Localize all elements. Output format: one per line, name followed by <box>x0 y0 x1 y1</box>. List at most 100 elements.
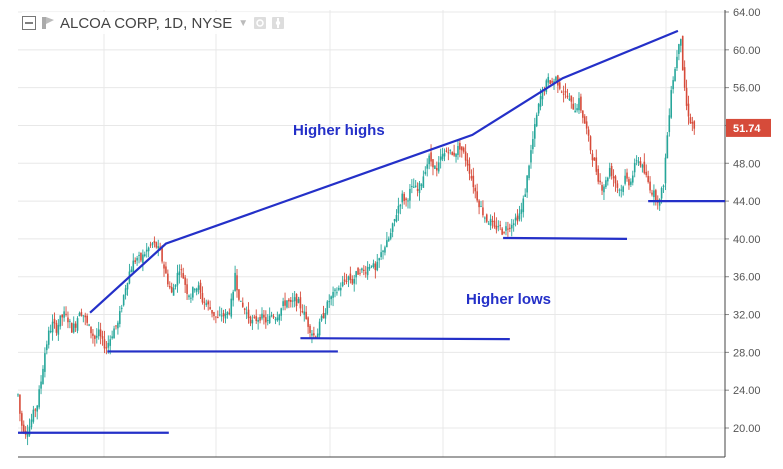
candle-body <box>651 192 653 195</box>
candle-body <box>163 264 165 269</box>
candle-body <box>70 323 73 333</box>
candle-body <box>347 276 350 281</box>
candle-body <box>42 368 44 384</box>
candle-body <box>78 312 81 317</box>
candle-body <box>97 329 100 337</box>
candle-body <box>241 302 244 307</box>
candle-body <box>26 432 29 437</box>
candle-body <box>570 95 573 102</box>
chevron-down-icon[interactable]: ▼ <box>238 17 249 29</box>
candle-body <box>445 150 448 152</box>
candle-body <box>568 98 571 101</box>
candle-body <box>689 117 692 124</box>
candle-body <box>76 318 79 331</box>
candle-body <box>240 300 242 302</box>
candle-body <box>670 90 673 118</box>
candle-body <box>107 342 110 348</box>
gear-icon[interactable] <box>254 17 267 29</box>
candle-body <box>655 190 657 201</box>
candle-body <box>57 324 60 335</box>
candle-body <box>630 181 632 185</box>
candle-body <box>324 313 327 319</box>
candle-body <box>599 180 601 183</box>
candle-body <box>207 301 209 305</box>
candle-body <box>439 156 442 161</box>
candle-body <box>420 184 423 186</box>
candle-body <box>393 219 396 222</box>
candle-body <box>616 183 619 188</box>
candle-body <box>21 413 23 426</box>
candle-body <box>22 424 25 432</box>
candle-body <box>580 96 582 111</box>
candle-body <box>314 336 317 338</box>
higher-highs-label: Higher highs <box>293 122 385 139</box>
candle-body <box>195 288 198 292</box>
candle-body <box>328 301 331 303</box>
candle-body <box>145 249 148 252</box>
candle-body <box>566 95 569 98</box>
candle-body <box>253 316 256 318</box>
candle-body <box>345 280 348 282</box>
symbol-flag-icon <box>42 17 54 29</box>
candle-body <box>297 299 300 303</box>
candle-body <box>441 154 444 160</box>
candle-body <box>447 152 450 154</box>
symbol-title[interactable]: ALCOA CORP, 1D, NYSE <box>60 14 233 32</box>
candle-body <box>332 291 334 298</box>
candle-body <box>672 80 674 90</box>
candle-body <box>376 261 379 271</box>
candle-body <box>409 188 411 201</box>
candle-body <box>399 204 402 207</box>
candle-body <box>374 263 377 271</box>
candle-body <box>157 246 160 249</box>
candle-body <box>193 289 196 291</box>
candle-body <box>222 313 225 317</box>
candle-body <box>84 315 87 318</box>
candle-body <box>366 266 369 276</box>
candle-body <box>176 272 179 286</box>
candle-body <box>405 198 407 201</box>
candle-body <box>518 213 521 220</box>
candle-body <box>626 172 628 179</box>
candle-body <box>228 312 231 314</box>
candle-body <box>664 157 667 184</box>
candle-body <box>203 301 206 303</box>
candle-body <box>680 39 682 46</box>
candle-body <box>46 344 48 351</box>
candle-body <box>132 260 135 273</box>
candle-body <box>268 315 271 324</box>
y-tick-label: 36.00 <box>733 272 761 284</box>
candle-body <box>482 207 484 216</box>
candle-body <box>607 177 609 182</box>
candle-body <box>514 217 517 221</box>
candle-body <box>170 286 173 293</box>
candle-body <box>685 87 688 106</box>
candle-body <box>307 317 309 327</box>
candle-body <box>263 314 265 318</box>
settings-icon[interactable] <box>272 17 285 29</box>
candle-body <box>487 223 490 225</box>
candle-body <box>276 317 279 321</box>
candle-body <box>103 339 106 349</box>
candle-body <box>395 214 398 222</box>
candle-body <box>28 426 31 436</box>
candle-body <box>334 289 336 291</box>
candle-body <box>512 223 515 226</box>
candle-body <box>111 336 113 339</box>
candle-body <box>257 319 259 322</box>
y-tick-label: 24.00 <box>733 385 761 397</box>
candle-body <box>507 228 509 230</box>
candle-body <box>82 315 85 317</box>
candle-body <box>364 272 367 274</box>
candle-body <box>645 171 648 176</box>
candle-body <box>480 205 482 207</box>
candle-body <box>117 322 119 329</box>
candle-body <box>305 311 307 319</box>
candle-body <box>551 80 553 83</box>
collapse-square-icon[interactable] <box>22 16 36 30</box>
candle-body <box>17 394 19 396</box>
candle-body <box>192 287 194 298</box>
candle-body <box>576 108 578 111</box>
candle-body <box>72 323 75 333</box>
